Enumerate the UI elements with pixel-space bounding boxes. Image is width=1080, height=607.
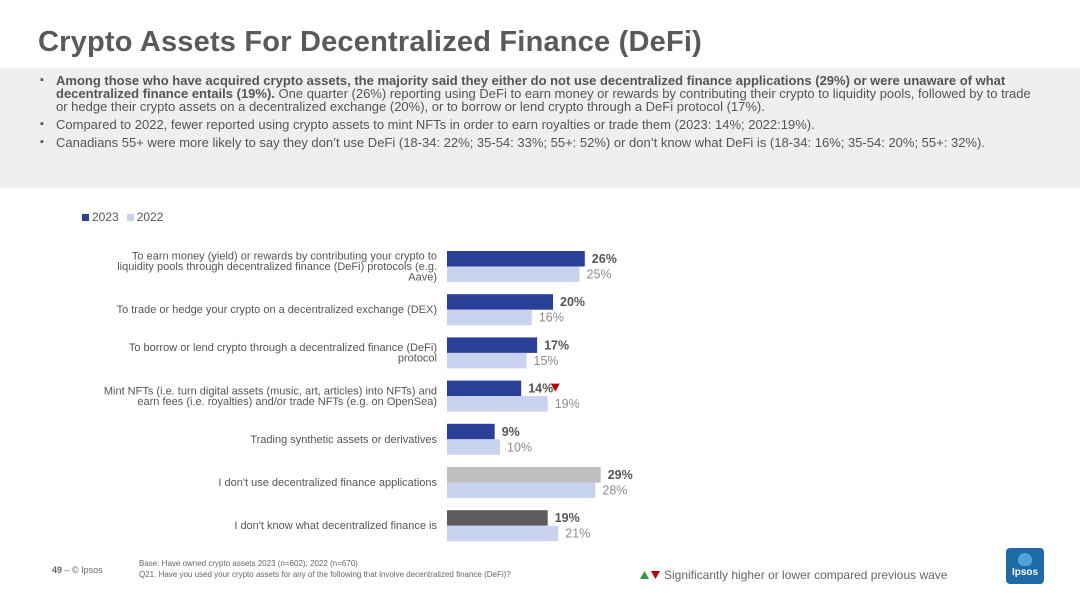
- bar-2023: [447, 510, 548, 526]
- category-label: To trade or hedge your crypto on a decen…: [117, 304, 437, 316]
- data-label-2023: 26%: [592, 252, 617, 266]
- category-label: To borrow or lend crypto through a decen…: [129, 342, 437, 365]
- down-arrow-icon: [550, 383, 560, 392]
- footnote-question: Q21. Have you used your crypto assets fo…: [139, 570, 511, 579]
- legend-label-2023: 2023: [92, 210, 119, 224]
- category-label-line: Aave): [408, 272, 437, 284]
- legend-swatch-2022: [126, 213, 134, 221]
- summary-bullet-1: Among those who have acquired crypto ass…: [40, 74, 1040, 113]
- data-label-2023: 9%: [502, 425, 520, 439]
- page-title: Crypto Assets For Decentralized Finance …: [38, 26, 702, 58]
- bar-2022: [447, 525, 559, 542]
- data-label-2022: 15%: [534, 354, 559, 368]
- legend-item-2022: 2022: [126, 210, 164, 224]
- category-label-line: Mint NFTs (i.e. turn digital assets (mus…: [104, 385, 437, 397]
- category-label-line: protocol: [398, 353, 437, 365]
- category-label-line: I don't know what decentralized finance …: [234, 520, 437, 532]
- category-label-line: To trade or hedge your crypto on a decen…: [117, 304, 437, 316]
- legend-swatch-2023: [82, 213, 89, 221]
- category-label: I don't use decentralized finance applic…: [218, 477, 437, 489]
- significance-legend: Significantly higher or lower compared p…: [639, 568, 947, 582]
- category-label: To earn money (yield) or rewards by cont…: [117, 251, 437, 284]
- up-down-arrows-icon: [640, 571, 660, 579]
- data-label-2023: 19%: [555, 511, 580, 525]
- category-label: Mint NFTs (i.e. turn digital assets (mus…: [104, 385, 437, 408]
- data-label-2022: 10%: [507, 440, 532, 454]
- legend-item-2023: 2023: [82, 210, 119, 224]
- category-label-line: Trading synthetic assets or derivatives: [250, 434, 437, 446]
- footnote-base: Base: Have owned crypto assets 2023 (n=6…: [139, 559, 358, 568]
- data-label-2022: 28%: [602, 484, 627, 498]
- summary-box: Among those who have acquired crypto ass…: [0, 68, 1080, 188]
- footer-separator: –: [62, 565, 73, 575]
- bar-2023: [447, 294, 553, 310]
- legend-label-2022: 2022: [136, 210, 164, 224]
- data-label-2023: 20%: [560, 295, 585, 309]
- ipsos-logo-text: Ipsos: [1011, 567, 1039, 578]
- category-label-line: liquidity pools through decentralized fi…: [117, 261, 437, 273]
- bar-2023: [447, 337, 538, 353]
- bar-2022: [447, 309, 532, 326]
- category-label: Trading synthetic assets or derivatives: [250, 434, 437, 446]
- bar-2022: [447, 352, 527, 369]
- chart-legend: 2023 2022: [82, 210, 163, 224]
- copyright: © Ipsos: [72, 565, 103, 575]
- summary-bullet-3: Canadians 55+ were more likely to say th…: [40, 136, 1040, 149]
- data-label-2022: 21%: [565, 527, 590, 541]
- footer-page-info: 49 – © Ipsos: [52, 565, 103, 575]
- data-label-2023: 17%: [544, 338, 569, 352]
- category-label: I don't know what decentralized finance …: [234, 520, 437, 532]
- category-label-line: earn fees (i.e. royalties) and/or trade …: [137, 396, 437, 408]
- data-label-2023: 14%: [528, 382, 553, 396]
- category-label-line: I don't use decentralized finance applic…: [218, 477, 437, 489]
- category-label-line: To borrow or lend crypto through a decen…: [129, 342, 437, 354]
- bar-chart: To earn money (yield) or rewards by cont…: [104, 251, 633, 542]
- ipsos-logo: Ipsos: [1006, 548, 1044, 584]
- bar-2022: [447, 396, 548, 412]
- data-label-2022: 16%: [539, 311, 564, 325]
- bar-2023: [447, 423, 495, 440]
- data-label-2022: 25%: [587, 268, 612, 282]
- summary-list: Among those who have acquired crypto ass…: [40, 74, 1040, 149]
- bar-2022: [447, 266, 580, 282]
- page-number: 49: [52, 565, 63, 575]
- bar-2023: [447, 467, 601, 483]
- data-label-2022: 19%: [555, 397, 580, 411]
- summary-bullet-1-bold: Among those who have acquired crypto ass…: [56, 73, 1006, 101]
- summary-bullet-1-text: One quarter (26%) reporting using DeFi t…: [56, 86, 1031, 114]
- significance-note: Significantly higher or lower compared p…: [664, 568, 948, 582]
- footnotes: Base: Have owned crypto assets 2023 (n=6…: [139, 558, 511, 580]
- data-label-2023: 29%: [608, 468, 633, 482]
- summary-bullet-2: Compared to 2022, fewer reported using c…: [40, 118, 1040, 131]
- ipsos-logo-mark: [1018, 553, 1032, 566]
- bar-2023: [447, 251, 585, 267]
- bar-2022: [447, 482, 596, 498]
- bar-2023: [447, 380, 522, 397]
- bar-2022: [447, 439, 500, 455]
- category-label-line: To earn money (yield) or rewards by cont…: [132, 251, 437, 263]
